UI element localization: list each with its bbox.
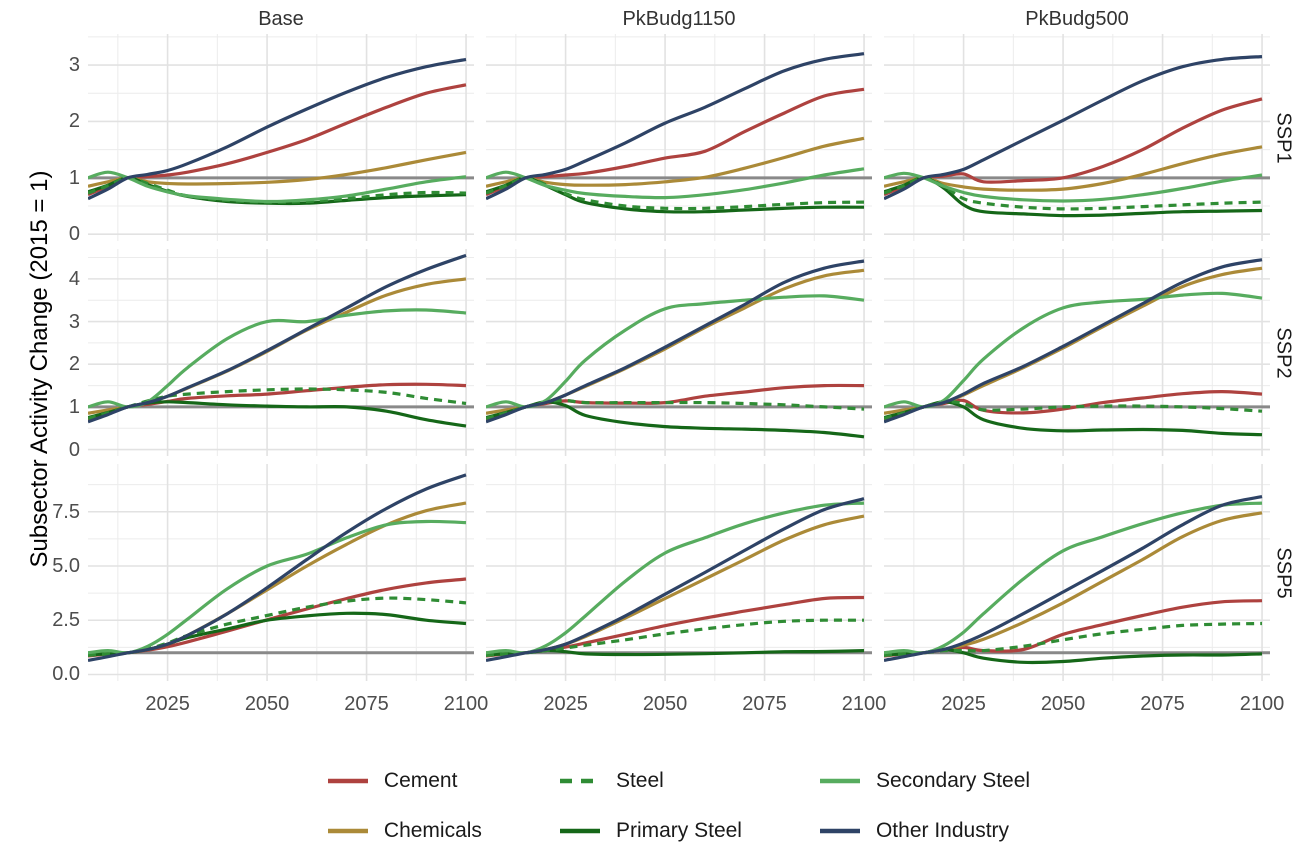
x-tick-label: 2050 <box>1040 693 1086 715</box>
line-other-industry <box>486 52 865 201</box>
line-steel <box>486 398 865 420</box>
line-other-industry <box>88 473 467 662</box>
line-other-industry <box>88 57 467 201</box>
legend-key-steel <box>559 778 600 784</box>
legend-item-secondary-steel: Secondary Steel <box>819 769 1031 793</box>
panel-pkbudg1150-ssp5 <box>486 464 872 681</box>
legend-item-other-industry: Other Industry <box>819 819 1030 843</box>
line-chemicals <box>884 511 1263 657</box>
line-steel <box>884 621 1263 657</box>
line-steel <box>486 618 865 657</box>
y-tick-label: 0 <box>68 223 80 246</box>
panel-pkbudg500-ssp5 <box>884 464 1270 681</box>
x-tick-label: 2025 <box>145 693 190 715</box>
line-steel <box>88 387 467 420</box>
line-other-industry <box>884 495 1263 662</box>
legend-item-cement: Cement <box>327 769 482 793</box>
facet-row-ssp1: 0 1 2 3 SSP1 <box>0 34 1298 245</box>
facet-grid: 0 1 2 3 SSP1 0 1 2 3 4 SSP2 0.0 2.5 5.0 7.5 SSP5 <box>0 34 1298 686</box>
line-other-industry <box>486 497 865 662</box>
y-tick-label: 3 <box>68 54 80 77</box>
panel-pkbudg1150-ssp2 <box>486 249 872 456</box>
panel-base-ssp5 <box>88 464 474 681</box>
y-tick-label: 1 <box>68 166 80 189</box>
legend-label: Other Industry <box>875 819 1010 842</box>
legend-label: Cement <box>383 769 458 792</box>
column-header-row: Base PkBudg1150 PkBudg500 <box>0 4 1298 34</box>
y-tick-label: 1 <box>68 395 80 418</box>
y-axis-ticks-ssp2: 0 1 2 3 4 <box>0 249 88 461</box>
legend-key-secondary-steel <box>819 778 860 784</box>
facet-row-ssp2: 0 1 2 3 4 SSP2 <box>0 249 1298 461</box>
panel-pkbudg500-ssp1 <box>884 34 1270 241</box>
x-tick-label: 2075 <box>344 693 389 715</box>
x-tick-label: 2100 <box>443 693 489 715</box>
y-tick-label: 4 <box>68 267 80 290</box>
line-secondary-steel <box>486 501 865 655</box>
facet-row-label-ssp1: SSP1 <box>1272 111 1295 164</box>
y-axis-ticks-ssp1: 0 1 2 3 <box>0 34 88 245</box>
legend-label: Steel <box>615 769 664 792</box>
facet-column-header-pkbudg1150: PkBudg1150 <box>622 8 736 30</box>
x-tick-label: 2025 <box>543 693 588 715</box>
x-tick-label: 2100 <box>841 693 887 715</box>
line-secondary-steel <box>88 519 467 655</box>
x-tick-label: 2050 <box>642 693 688 715</box>
x-tick-label: 2075 <box>1140 693 1185 715</box>
legend-label: Chemicals <box>383 819 482 842</box>
y-tick-label: 7.5 <box>52 500 80 523</box>
line-steel <box>88 596 467 657</box>
facet-row-label-ssp5: SSP5 <box>1272 546 1295 599</box>
facet-column-header-pkbudg500: PkBudg500 <box>1025 8 1129 30</box>
legend-key-chemicals <box>327 828 368 834</box>
legend-key-cement <box>327 778 368 784</box>
y-tick-label: 2 <box>68 110 80 133</box>
facet-column-header-base: Base <box>258 8 304 30</box>
y-tick-label: 3 <box>68 310 80 333</box>
x-tick-label: 2050 <box>244 693 290 715</box>
facet-row-label-ssp2: SSP2 <box>1272 326 1295 379</box>
y-tick-label: 2.5 <box>52 609 80 632</box>
panel-base-ssp2 <box>88 249 474 456</box>
x-tick-label: 2100 <box>1239 693 1285 715</box>
panel-base-ssp1 <box>88 34 474 241</box>
legend-key-primary-steel <box>559 828 600 834</box>
y-tick-label: 2 <box>68 353 80 376</box>
line-secondary-steel <box>884 291 1263 409</box>
panel-pkbudg500-ssp2 <box>884 249 1270 456</box>
y-tick-label: 0 <box>68 438 80 461</box>
line-other-industry <box>88 253 467 424</box>
line-secondary-steel <box>486 167 865 200</box>
legend-key-other-industry <box>819 828 860 834</box>
legend-label: Secondary Steel <box>875 769 1031 792</box>
legend-item-primary-steel: Primary Steel <box>559 819 742 843</box>
x-tick-label: 2025 <box>941 693 986 715</box>
x-axis-label-row: 2025 2050 2075 2100 2025 2050 2075 2100 2025 2050… <box>0 689 1298 719</box>
line-other-industry <box>486 259 865 424</box>
legend-label: Primary Steel <box>615 819 742 842</box>
y-axis-ticks-ssp5: 0.0 2.5 5.0 7.5 <box>0 464 88 686</box>
line-secondary-steel <box>486 294 865 409</box>
facet-row-ssp5: 0.0 2.5 5.0 7.5 SSP5 <box>0 464 1298 686</box>
panel-pkbudg1150-ssp1 <box>486 34 872 241</box>
line-other-industry <box>884 55 1263 201</box>
line-chemicals <box>486 514 865 657</box>
y-tick-label: 5.0 <box>52 554 80 577</box>
line-steel <box>884 400 1263 420</box>
line-other-industry <box>884 258 1263 424</box>
x-tick-label: 2075 <box>742 693 787 715</box>
line-cement <box>884 97 1263 197</box>
legend: Cement Chemicals Steel Primary Steel Seconda… <box>60 769 1298 843</box>
y-tick-label: 0.0 <box>52 663 80 686</box>
legend-item-steel: Steel <box>559 769 742 793</box>
legend-item-chemicals: Chemicals <box>327 819 482 843</box>
